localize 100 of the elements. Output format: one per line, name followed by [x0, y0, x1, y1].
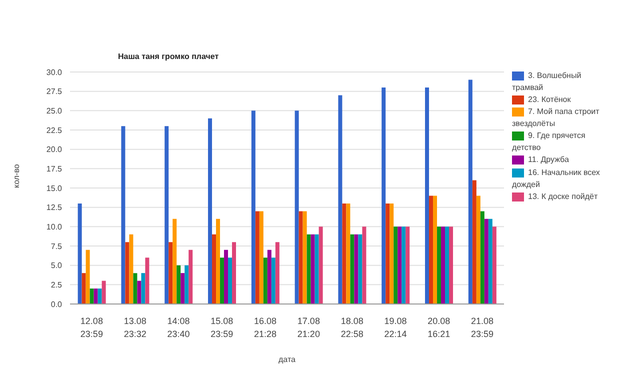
legend-label: 7. Мой папа строит звездолёты	[512, 107, 600, 128]
bar	[390, 203, 394, 304]
x-tick-label: 19.08 22:14	[384, 316, 407, 339]
y-tick-label: 12.5	[46, 203, 63, 212]
bar	[78, 203, 82, 304]
bar	[216, 218, 220, 304]
bar	[121, 126, 126, 304]
x-tick-label: 20.08 16:21	[428, 316, 450, 339]
bar	[406, 226, 410, 304]
bar	[271, 258, 276, 304]
bar	[306, 234, 311, 304]
chart-title: Наша таня громко плачет	[118, 52, 219, 61]
bar	[318, 226, 323, 304]
bar	[382, 87, 386, 304]
bar	[251, 110, 256, 304]
legend-label: 23. Котёнок	[528, 95, 571, 104]
bar	[259, 211, 264, 304]
x-tick-label: 15.08 23:59	[210, 316, 234, 339]
bar	[212, 234, 216, 304]
x-tick-label: 14:08 23:40	[167, 316, 190, 339]
y-tick-label: 22.5	[46, 126, 63, 135]
bar	[342, 203, 346, 304]
bar	[429, 196, 434, 304]
y-tick-label: 30.0	[46, 68, 63, 77]
y-tick-label: 10.0	[46, 222, 63, 232]
bar	[164, 126, 169, 304]
x-tick-label: 13.08 23:32	[124, 316, 146, 339]
bar	[208, 118, 212, 304]
y-tick-label: 0.0	[50, 300, 63, 309]
bar	[425, 87, 430, 304]
bar	[338, 95, 342, 304]
bar	[433, 196, 438, 304]
legend-label: 11. Дружба	[528, 156, 569, 165]
bar	[488, 218, 492, 304]
bar	[86, 250, 90, 304]
x-tick-label: 21.08 23:59	[471, 316, 494, 339]
bar	[224, 250, 228, 304]
y-tick-label: 2.5	[50, 280, 63, 290]
bar	[310, 234, 315, 304]
bar	[228, 258, 232, 304]
bar	[472, 180, 476, 304]
bar	[145, 258, 150, 304]
bar	[480, 211, 484, 304]
bar	[125, 242, 130, 304]
bar	[129, 234, 134, 304]
bar	[232, 242, 236, 304]
bar	[133, 273, 138, 304]
bar	[449, 226, 454, 304]
y-tick-label: 27.5	[46, 87, 63, 96]
legend-label: 9. Где прячется детство	[512, 131, 586, 152]
bar	[188, 250, 193, 304]
bar	[468, 80, 472, 304]
legend-label: 13. К доске пойдёт	[528, 192, 598, 201]
bar	[137, 280, 142, 304]
x-axis-title: дата	[278, 355, 296, 364]
bar	[263, 258, 268, 304]
bar	[350, 234, 354, 304]
bar	[441, 226, 446, 304]
x-tick-label: 12.08 23:59	[80, 316, 103, 339]
x-tick-label: 18.08 22:58	[340, 316, 364, 339]
x-tick-label: 16.08 21:28	[254, 316, 277, 339]
y-axis-title: кол-во	[12, 164, 21, 188]
legend-label: 3. Волшебный трамвай	[512, 71, 582, 92]
y-tick-label: 5.0	[50, 261, 63, 270]
bar	[275, 242, 280, 304]
y-tick-label: 17.5	[46, 164, 63, 174]
bar	[402, 226, 406, 304]
bar	[141, 273, 146, 304]
bar	[362, 226, 366, 304]
bar	[298, 211, 303, 304]
bar	[484, 218, 488, 304]
legend-label: 16. Начальник всех дождей	[512, 168, 600, 189]
bar	[184, 265, 189, 304]
bar	[98, 288, 102, 304]
bar	[437, 226, 442, 304]
bar	[220, 258, 224, 304]
bar	[82, 273, 86, 304]
bar	[94, 288, 98, 304]
y-tick-label: 20.0	[46, 145, 63, 154]
bar	[90, 288, 94, 304]
bar	[294, 110, 299, 304]
y-tick-label: 15.0	[46, 184, 63, 193]
bar	[255, 211, 260, 304]
y-tick-label: 7.5	[50, 242, 63, 251]
bar	[314, 234, 319, 304]
x-tick-label: 17.08 21:20	[297, 316, 320, 339]
bar	[358, 234, 362, 304]
bar	[102, 280, 106, 304]
bar	[394, 226, 398, 304]
bar	[267, 250, 272, 304]
bar	[168, 242, 173, 304]
bar	[172, 218, 177, 304]
bar	[180, 273, 185, 304]
bar	[302, 211, 307, 304]
bar	[492, 226, 496, 304]
bar	[176, 265, 181, 304]
bar	[445, 226, 450, 304]
bar	[476, 196, 480, 304]
bar	[346, 203, 350, 304]
bar	[398, 226, 402, 304]
